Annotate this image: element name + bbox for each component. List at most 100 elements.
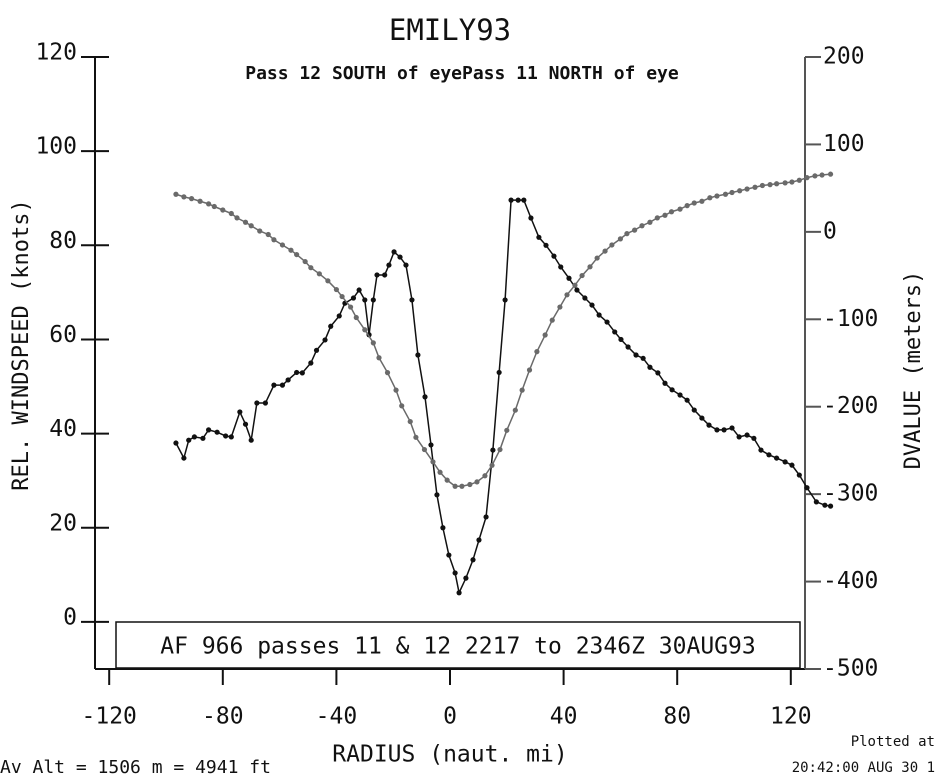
footer-right: Plotted at [851,734,935,750]
data-point [677,206,683,212]
data-point [294,369,300,376]
data-point [279,382,286,388]
data-point [618,336,624,343]
data-point [237,409,243,415]
data-point [782,459,788,465]
data-point [285,377,291,383]
data-point [617,236,624,242]
data-point [574,287,580,293]
data-point [684,397,690,403]
y2-tick-label: -500 [823,656,878,682]
x-tick-label: -120 [82,704,137,730]
data-point [699,198,705,204]
y2-axis-label: DVALUE (meters) [901,271,926,470]
data-point [370,340,376,346]
y2-tick-label: -400 [823,568,878,594]
data-point [594,255,600,261]
data-point [497,446,503,453]
series-line [175,199,831,596]
data-point [632,227,638,233]
data-point [782,180,788,186]
data-point [173,440,179,446]
data-point [737,188,743,194]
data-point [200,435,206,441]
data-point [403,262,409,268]
data-point [362,327,368,333]
data-point [789,179,795,185]
data-point [508,197,514,203]
data-point [699,415,705,421]
data-point [374,272,380,278]
data-point [482,473,488,479]
data-point [353,314,359,321]
x-tick-label: 0 [443,704,457,730]
data-point [186,437,192,443]
footer-right: 20:42:00 AUG 30 1 [792,760,935,776]
data-point [677,392,683,398]
data-point [504,427,510,433]
data-point [813,499,819,505]
data-point [444,477,450,483]
data-point [654,215,660,221]
data-point [452,483,458,489]
y2-tick-label: -100 [823,306,878,332]
data-point [662,212,668,218]
data-point [722,191,729,197]
y-axis-label: REL. WINDSPEED (knots) [9,199,34,490]
y2-tick-label: -300 [823,481,878,507]
data-point [234,215,240,221]
data-point [206,201,212,207]
data-point [496,369,502,376]
data-point [386,262,392,268]
data-point [422,394,428,400]
data-point [181,194,187,200]
y-tick-label: 20 [49,510,77,536]
data-point [220,207,226,213]
data-point [624,231,630,237]
data-point [421,446,428,453]
data-point [313,347,320,353]
data-point [684,203,690,209]
data-point [602,248,608,254]
y-tick-label: 60 [49,322,77,348]
data-point [669,387,675,393]
data-point [647,219,653,225]
data-point [430,459,436,465]
data-point [564,292,570,298]
data-point [339,293,345,300]
data-point [721,427,727,433]
data-point [558,264,564,270]
data-point [248,223,254,229]
data-point [467,481,473,488]
x-tick-label: -40 [316,704,358,730]
x-tick-label: 40 [550,704,578,730]
data-point [729,189,735,196]
data-point [759,182,766,189]
data-point [350,295,357,301]
data-point [572,282,578,288]
data-point [534,349,540,355]
data-point [474,479,480,485]
data-point [668,209,675,215]
y-tick-label: 120 [35,40,77,66]
data-point [804,485,810,491]
data-point [181,455,187,461]
data-point [744,432,750,438]
data-point [242,421,249,427]
data-point [604,319,610,325]
data-point [707,195,713,201]
data-point [566,275,572,281]
data-point [543,242,549,248]
data-point [382,272,388,278]
data-point [206,427,212,433]
data-point [476,537,482,543]
x-tick-label: 120 [770,704,812,730]
data-point [437,469,443,475]
data-point [758,447,764,453]
data-point [333,286,339,293]
data-point [409,297,415,303]
annotation: AF 966 passes 11 & 12 2217 to 2346Z 30AU… [160,634,755,660]
data-point [551,253,557,259]
data-point [299,370,305,376]
